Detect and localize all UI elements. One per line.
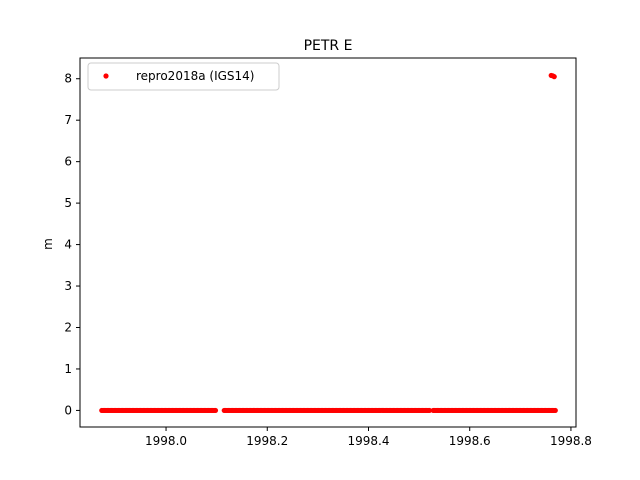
y-tick-label: 4 (64, 238, 72, 252)
x-tick-label: 1998.4 (347, 434, 389, 448)
y-tick-label: 8 (64, 72, 72, 86)
data-point (426, 407, 433, 414)
y-tick-label: 6 (64, 155, 72, 169)
y-tick-label: 3 (64, 279, 72, 293)
data-point (212, 407, 219, 414)
y-tick-label: 0 (64, 403, 72, 417)
data-point (551, 74, 557, 80)
legend-label: repro2018a (IGS14) (136, 69, 254, 83)
x-tick-label: 1998.6 (449, 434, 491, 448)
plot-frame (79, 57, 577, 428)
legend: repro2018a (IGS14) (87, 62, 280, 91)
plot-area (99, 72, 558, 414)
legend-box (87, 62, 280, 91)
data-point (552, 407, 558, 414)
legend-marker (103, 73, 109, 79)
x-tick-label: 1998.8 (550, 434, 592, 448)
y-tick-label: 5 (64, 196, 72, 210)
y-tick-label: 2 (64, 320, 72, 334)
chart-title: PETR E (304, 38, 353, 54)
y-tick-label: 7 (64, 113, 72, 127)
x-axis: 1998.0 1998.2 1998.4 1998.6 1998.8 (145, 427, 592, 448)
y-axis-label: m (41, 238, 55, 250)
y-tick-label: 1 (64, 362, 72, 376)
y-axis: 0 1 2 3 4 5 6 7 8 (64, 72, 80, 417)
x-tick-label: 1998.0 (145, 434, 187, 448)
x-tick-label: 1998.2 (246, 434, 288, 448)
